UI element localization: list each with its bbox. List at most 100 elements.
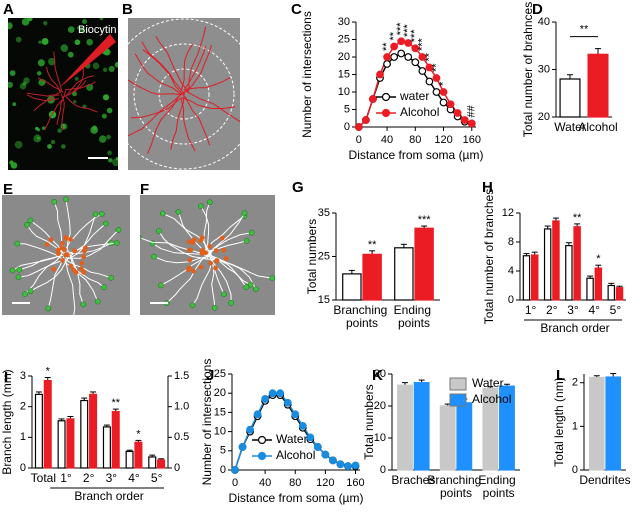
- cell: [114, 61, 118, 68]
- cell: [19, 82, 27, 90]
- end-point: [159, 210, 166, 217]
- bar: [439, 405, 456, 471]
- branch-point: [190, 240, 196, 246]
- data-point: [411, 58, 420, 67]
- end-point: [15, 274, 22, 280]
- branch-point: [214, 258, 220, 264]
- y2-tick-label: 0: [174, 462, 180, 474]
- data-point: [283, 398, 292, 407]
- branch-point: [63, 235, 69, 241]
- end-point: [51, 199, 58, 205]
- y-axis-label: Number of intersections: [200, 359, 214, 486]
- end-point: [27, 217, 34, 224]
- bar: [43, 380, 52, 469]
- dendrite: [185, 98, 211, 146]
- x-tick-label: Ending points: [478, 473, 519, 500]
- bar: [89, 393, 98, 469]
- significance: ***: [395, 22, 407, 36]
- legend-label: Alcohol: [400, 105, 439, 119]
- x-tick-label: 2°: [83, 471, 95, 485]
- end-point: [248, 229, 255, 236]
- data-point: [453, 109, 462, 117]
- branch-point: [79, 260, 85, 266]
- image-panel: [8, 18, 118, 170]
- x-tick-label: Branching points: [333, 303, 390, 330]
- x-tick-label: 120: [434, 134, 452, 146]
- x-tick-label: 120: [316, 477, 334, 489]
- y-tick-label: 0: [508, 294, 514, 306]
- y-tick-label: 3: [20, 370, 26, 382]
- y-tick-label: 20: [214, 387, 226, 399]
- dendrite: [206, 240, 247, 252]
- dendrite: [53, 201, 67, 258]
- x-tick-label: 0: [232, 477, 238, 489]
- branch-point: [198, 264, 204, 270]
- data-point: [425, 77, 434, 86]
- y-tick-label: 5: [220, 445, 226, 457]
- dendrite: [180, 98, 196, 152]
- dendrite: [26, 94, 59, 102]
- pipette: [59, 34, 116, 88]
- x-tick-label: 4°: [128, 471, 140, 485]
- dendrite: [19, 253, 70, 271]
- dendrite: [192, 259, 213, 306]
- data-point: [404, 39, 413, 47]
- y-tick-label: 2: [572, 377, 578, 389]
- cell: [41, 38, 49, 45]
- cell: [36, 71, 42, 76]
- data-point: [354, 123, 363, 131]
- y-tick-label: 30: [538, 63, 550, 75]
- cell: [14, 140, 23, 149]
- x-tick-label: Dendrites: [579, 473, 630, 487]
- branch-point: [83, 245, 88, 251]
- cell: [81, 18, 88, 25]
- branch-point: [51, 266, 56, 272]
- dendrite: [134, 53, 182, 96]
- cell: [67, 51, 74, 58]
- cell: [74, 39, 81, 46]
- data-point: [344, 462, 352, 471]
- x-axis-label: Distance from soma (µm): [349, 148, 484, 162]
- dendrite: [158, 230, 204, 259]
- end-point: [175, 209, 182, 215]
- cell: [115, 157, 118, 161]
- dendrite: [64, 81, 96, 91]
- panel-letter: A: [3, 1, 14, 18]
- branch-point: [63, 252, 68, 258]
- bar: [482, 387, 499, 471]
- x-tick-label: 2°: [546, 303, 558, 317]
- cell: [27, 18, 33, 22]
- end-point: [102, 220, 109, 227]
- x-tick-label: Braches: [391, 473, 435, 487]
- bar: [34, 393, 43, 469]
- cell: [12, 102, 17, 107]
- y-tick-label: 1: [20, 431, 26, 443]
- branch-point: [187, 257, 193, 263]
- cell: [102, 94, 110, 101]
- y-axis-label: Total length (nm): [552, 377, 566, 466]
- bar: [414, 227, 434, 301]
- cell: [21, 18, 30, 26]
- end-point: [16, 266, 23, 273]
- y2-tick-label: 1.5: [174, 370, 189, 382]
- legend-label: Water: [472, 376, 504, 390]
- y-axis-label: Total number of branches: [482, 189, 496, 324]
- x-tick-label: Water: [554, 120, 586, 134]
- y-tick-label: 30: [338, 16, 350, 28]
- branch-point: [62, 247, 67, 252]
- y-tick-label: 25: [338, 33, 350, 45]
- branch-point: [55, 247, 61, 253]
- bar: [565, 245, 573, 301]
- bar: [605, 376, 621, 471]
- cell: [99, 18, 104, 21]
- cell: [9, 160, 14, 165]
- x-axis-label: Branch order: [74, 489, 143, 503]
- dendrite: [24, 251, 64, 295]
- x-tick-label: Total: [31, 471, 56, 485]
- cell: [108, 157, 113, 163]
- significance: *: [136, 428, 141, 440]
- dendrite: [205, 215, 245, 251]
- dendrite: [33, 91, 62, 112]
- cell: [8, 81, 14, 88]
- cell: [73, 99, 77, 104]
